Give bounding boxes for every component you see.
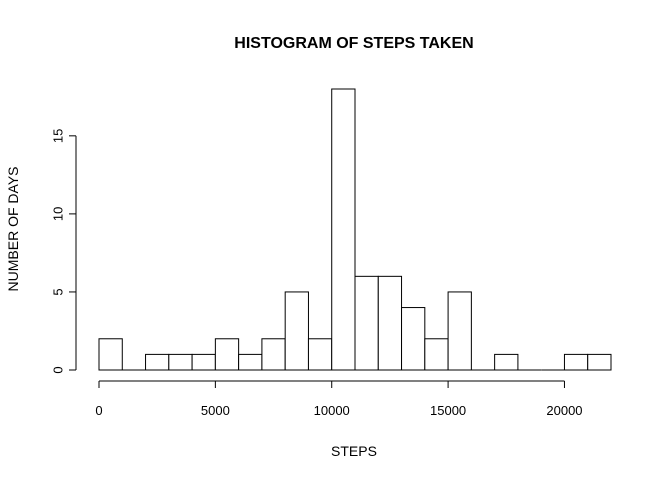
histogram-bar [377,275,403,371]
histogram-bar [424,338,449,371]
y-tick-label: 10 [50,207,65,221]
chart-title: HISTOGRAM OF STEPS TAKEN [234,35,473,52]
x-axis-label: STEPS [331,443,377,459]
histogram-bar [98,338,123,371]
x-tick-label: 0 [95,403,102,418]
histogram-bar [214,338,240,371]
histogram-bar [447,291,472,371]
y-axis-label: NUMBER OF DAYS [5,167,21,292]
histogram-bar [191,353,216,371]
x-tick-label: 15000 [430,403,466,418]
histogram-bar [587,353,612,371]
y-axis: 0 5 10 15 [50,129,77,374]
histogram-bar [494,353,519,371]
y-tick-label: 0 [50,366,65,373]
x-tick-label: 10000 [314,403,350,418]
x-axis: 0 5000 10000 15000 20000 [95,380,583,418]
x-tick-label: 5000 [201,403,230,418]
x-tick-label: 20000 [546,403,582,418]
histogram-bar [354,275,379,371]
histogram-bar [168,353,193,371]
histogram-bar [307,338,333,371]
histogram-bar [284,291,309,371]
histogram-bar [563,353,589,371]
y-tick-label: 5 [50,288,65,295]
histogram-bar [401,307,426,371]
histogram-bar [261,338,286,371]
histogram-bar [331,88,356,371]
y-tick-label: 15 [50,129,65,143]
histogram-bar [145,353,170,371]
bars-group [98,88,612,371]
histogram-bar [238,353,263,371]
